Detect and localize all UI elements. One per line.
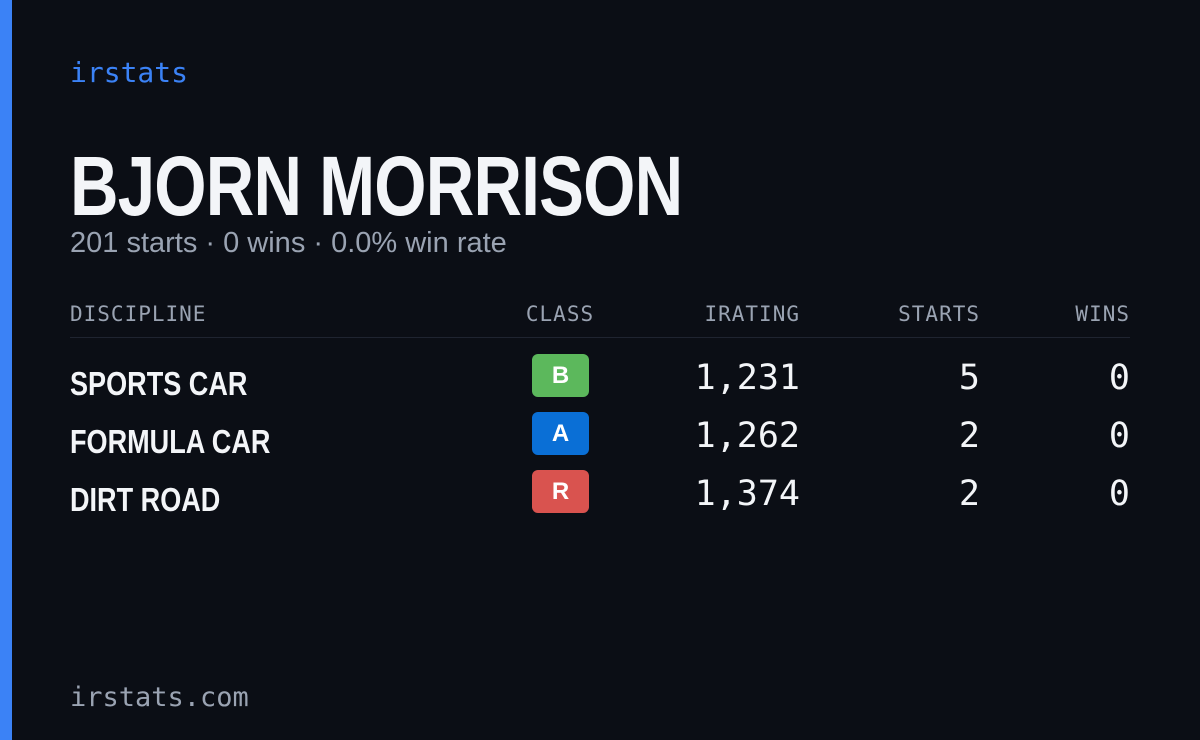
brand: irstats	[70, 56, 189, 89]
discipline: FORMULA CAR	[70, 423, 271, 460]
class-badge: R	[532, 470, 589, 513]
column-header: STARTS	[898, 302, 980, 326]
irating: 1,374	[694, 474, 800, 514]
irating: 1,262	[694, 416, 800, 456]
wins: 0	[1108, 474, 1130, 514]
column-header: DISCIPLINE	[70, 302, 207, 326]
column-header: IRATING	[704, 302, 800, 326]
irating: 1,231	[694, 358, 800, 398]
accent-bar	[0, 0, 12, 740]
class-badge: A	[532, 412, 589, 455]
column-header: CLASS	[525, 302, 595, 326]
header-rule	[70, 337, 1130, 338]
footer: irstats.com	[70, 682, 249, 713]
starts: 2	[958, 474, 980, 514]
driver-name: BJORN MORRISON	[70, 139, 683, 233]
class-badge: B	[532, 354, 589, 397]
column-header: WINS	[1075, 302, 1130, 326]
discipline: SPORTS CAR	[70, 365, 248, 402]
wins: 0	[1108, 358, 1130, 398]
driver-summary: 201 starts · 0 wins · 0.0% win rate	[70, 227, 507, 259]
starts: 5	[958, 358, 980, 398]
discipline: DIRT ROAD	[70, 481, 221, 518]
wins: 0	[1108, 416, 1130, 456]
starts: 2	[958, 416, 980, 456]
